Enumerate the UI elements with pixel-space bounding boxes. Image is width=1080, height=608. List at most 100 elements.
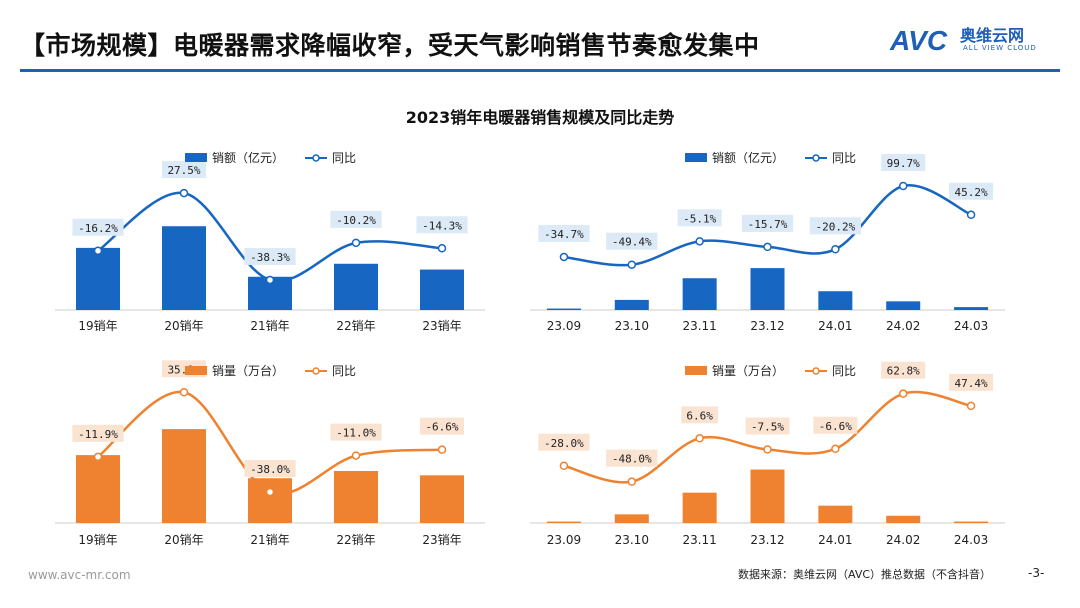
legend-line-marker — [812, 154, 820, 162]
yoy-point — [627, 260, 637, 269]
bar — [750, 268, 785, 310]
yoy-point — [831, 444, 840, 454]
x-tick-label: 20销年 — [164, 319, 203, 333]
yoy-point — [559, 461, 569, 471]
legend-label-line: 同比 — [832, 364, 856, 378]
footer-source: 数据来源：奥维云网（AVC）推总数据（不含抖音） — [738, 568, 992, 581]
yoy-point — [898, 389, 908, 398]
x-tick-label: 24.03 — [954, 533, 988, 547]
yoy-point — [559, 252, 569, 262]
data-label: -6.6% — [425, 421, 458, 434]
bar — [886, 301, 921, 310]
legend-label-line: 同比 — [832, 151, 856, 165]
data-label-bg — [72, 424, 124, 442]
yoy-point — [437, 445, 447, 454]
bar — [420, 475, 464, 523]
x-tick-label: 23.10 — [615, 319, 649, 333]
bar — [818, 505, 853, 523]
data-label-bg — [681, 406, 719, 424]
bar — [954, 521, 989, 523]
chart-main-title: 2023销年电暖器销售规模及同比走势 — [405, 108, 675, 127]
data-label-bg — [745, 417, 790, 435]
data-label: -16.2% — [78, 222, 118, 235]
data-label-bg — [538, 433, 590, 451]
data-label-bg — [244, 247, 296, 265]
legend-label-bar: 销额（亿元） — [712, 150, 784, 165]
yoy-point — [763, 242, 772, 252]
bar — [76, 455, 120, 523]
data-label-bg — [741, 214, 794, 232]
data-label-bg — [813, 416, 858, 434]
header-divider — [20, 69, 1060, 72]
x-tick-label: 23销年 — [422, 319, 461, 333]
data-label: 62.8% — [887, 365, 920, 378]
data-label-bg — [330, 210, 382, 228]
legend-bar-swatch — [185, 153, 207, 162]
x-tick-label: 24.01 — [818, 533, 852, 547]
data-label-bg — [677, 209, 722, 227]
bar — [334, 471, 378, 523]
bar — [682, 492, 717, 523]
x-tick-label: 23.09 — [547, 319, 581, 333]
data-label-bg — [420, 417, 464, 435]
bar — [76, 247, 120, 310]
legend-line-marker — [312, 154, 320, 162]
x-tick-label: 24.03 — [954, 319, 988, 333]
data-label-bg — [416, 216, 468, 234]
bar — [818, 291, 853, 310]
x-tick-label: 22销年 — [336, 319, 375, 333]
yoy-point — [966, 401, 976, 411]
legend-label-bar: 销量（万台） — [212, 363, 284, 378]
bar — [954, 307, 989, 310]
x-tick-label: 23.12 — [750, 319, 784, 333]
logo-sub-text: ALL VIEW CLOUD — [963, 44, 1037, 52]
data-label-bg — [949, 373, 994, 391]
data-label: -14.3% — [422, 219, 462, 232]
x-tick-label: 23.10 — [615, 533, 649, 547]
data-label: 99.7% — [887, 157, 920, 170]
x-tick-label: 21销年 — [250, 533, 289, 547]
bar — [546, 521, 581, 523]
legend-bar-swatch — [685, 153, 707, 162]
data-label: -48.0% — [612, 453, 652, 466]
data-label-bg — [881, 153, 926, 171]
chart-panel-1: 19销年 20销年 21销年 22销年 23销年 -16.2% 27.5% -38.3% -10… — [55, 150, 485, 333]
yoy-point — [265, 487, 275, 497]
yoy-point — [695, 237, 704, 246]
page-number: -3- — [1028, 566, 1045, 580]
chart-panel-4: 23.09 23.10 23.11 23.12 24.01 24.02 24.03 -28.0… — [530, 361, 1005, 547]
x-tick-label: 19销年 — [78, 319, 117, 333]
data-label: -38.0% — [250, 463, 290, 476]
data-label: 47.4% — [955, 377, 988, 390]
legend-label-bar: 销量（万台） — [712, 363, 784, 378]
x-tick-label: 19销年 — [78, 533, 117, 547]
chart-panel-3: 19销年 20销年 21销年 22销年 23销年-11.9%35.9%-38.0%-11… — [55, 360, 485, 547]
data-label: -6.6% — [819, 420, 852, 433]
yoy-point — [351, 238, 361, 248]
x-tick-label: 23.11 — [682, 533, 716, 547]
logo-brand-text: 奥维云网 — [960, 26, 1025, 45]
yoy-point — [179, 388, 189, 397]
avc-logo: AVC — [889, 25, 948, 56]
bar — [614, 299, 649, 310]
bar — [750, 469, 785, 523]
legend-label-line: 同比 — [332, 364, 356, 378]
yoy-point — [437, 244, 447, 253]
bar — [334, 263, 378, 310]
yoy-point — [831, 245, 840, 254]
bar — [682, 278, 717, 310]
x-tick-label: 24.01 — [818, 319, 852, 333]
data-label: -38.3% — [250, 251, 290, 264]
bar — [546, 308, 581, 310]
x-tick-label: 24.02 — [886, 533, 920, 547]
data-label-bg — [330, 423, 382, 441]
legend-line-marker — [812, 367, 820, 375]
legend-bar-swatch — [185, 366, 207, 375]
legend-label-bar: 销额（亿元） — [212, 150, 284, 165]
data-label: 45.2% — [955, 186, 988, 199]
data-label: -11.9% — [78, 428, 118, 441]
yoy-point — [966, 210, 976, 220]
yoy-point — [898, 181, 908, 191]
yoy-point — [265, 275, 275, 285]
